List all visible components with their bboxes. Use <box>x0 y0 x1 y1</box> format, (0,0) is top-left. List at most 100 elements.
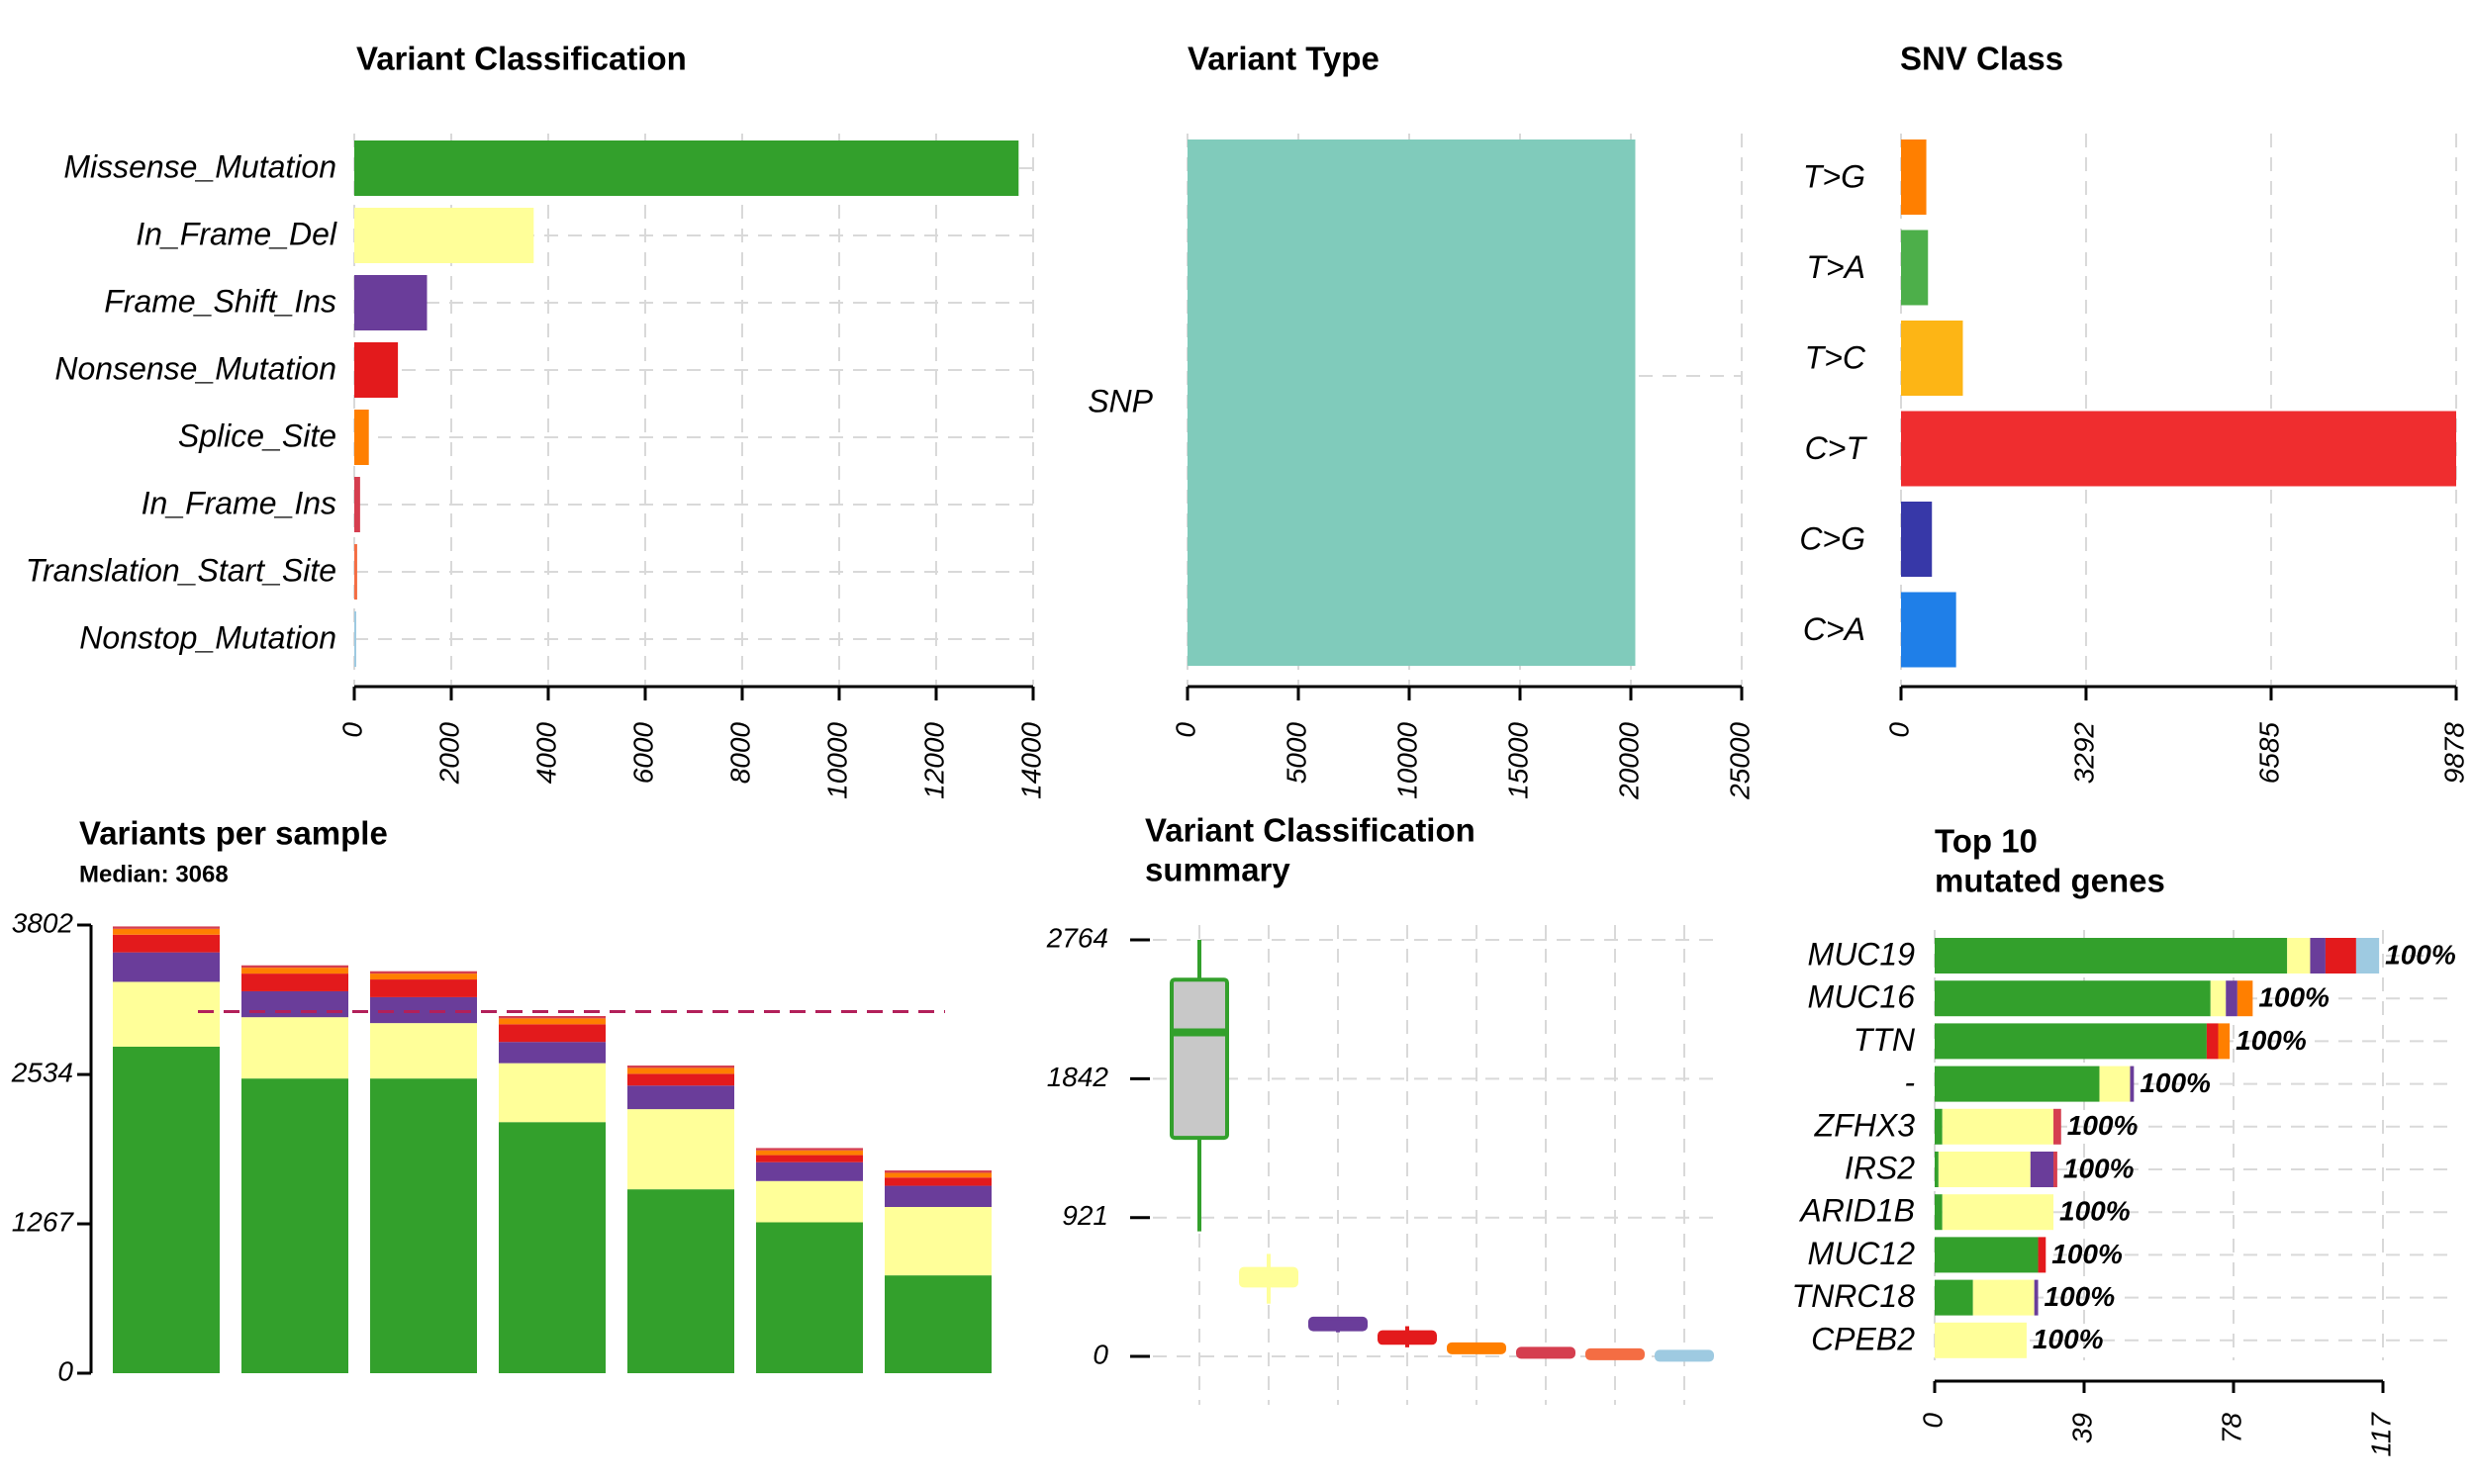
bar-frame-shift-ins <box>354 275 428 330</box>
variants-per-sample-chart: Variants per sample Median: 3068 0 1267 2534… <box>11 815 992 1386</box>
bar-segment-nonsense-mutation <box>2206 1023 2219 1060</box>
bar-segment-in-frame-del <box>885 1207 992 1276</box>
bar-segment-frame-shift-ins <box>2130 1066 2135 1102</box>
gene-label: MUC12 <box>1808 1236 1916 1271</box>
category-label: SNP <box>1088 383 1153 418</box>
x-tick-label: 8000 <box>724 722 755 785</box>
bar-segment-in-frame-del <box>499 1063 606 1123</box>
bar-segment-in-frame-del <box>1942 1108 2054 1145</box>
gene-label: MUC16 <box>1808 979 1916 1015</box>
category-label: Missense_Mutation <box>63 148 336 184</box>
bar-segment-in-frame-del <box>1938 1152 2031 1187</box>
bar-segment-in-frame-ins <box>885 1170 992 1173</box>
x-tick-label: 5000 <box>1281 722 1311 785</box>
variant-classification-chart: Variant Classification Missense_Mutation I… <box>26 41 1047 799</box>
bar-segment-frame-shift-ins <box>756 1161 863 1181</box>
bar-segment-in-frame-ins <box>113 926 220 929</box>
chart-title-line: Variant Classification <box>1145 812 1475 849</box>
x-tick-label: 6000 <box>627 722 658 785</box>
bar-segment-missense-mutation <box>113 1046 220 1373</box>
bar-snv-class <box>1901 411 2456 487</box>
gene-label: TNRC18 <box>1792 1278 1916 1314</box>
bar-segment-splice-site <box>370 974 477 980</box>
bar-segment-in-frame-del <box>241 1017 348 1079</box>
gene-label: MUC19 <box>1808 936 1916 972</box>
bar-segment-missense-mutation <box>885 1275 992 1373</box>
bar-snv-class <box>1901 230 1929 306</box>
bar-segment-missense-mutation <box>1935 938 2288 974</box>
bar-segment-frame-shift-ins <box>241 990 348 1018</box>
bar-segment-nonsense-mutation <box>499 1024 606 1043</box>
category-label: Translation_Start_Site <box>26 552 336 588</box>
x-tick-label: 39 <box>2066 1413 2097 1443</box>
bar-segment-in-frame-ins <box>756 1148 863 1151</box>
category-label: In_Frame_Del <box>136 216 337 251</box>
bar-segment-splice-site <box>2218 1023 2231 1060</box>
bar-segment-nonsense-mutation <box>756 1155 863 1162</box>
category-label: T>G <box>1803 158 1865 194</box>
bar-segment-in-frame-ins <box>627 1066 734 1068</box>
y-tick-label: 2534 <box>11 1057 73 1087</box>
chart-title: Variants per sample <box>79 815 388 852</box>
gene-label: ARID1B <box>1798 1193 1915 1229</box>
bar-segment-missense-mutation <box>1935 980 2211 1017</box>
bar-segment-frame-shift-ins <box>885 1185 992 1208</box>
chart-title-line: mutated genes <box>1935 863 2165 899</box>
bar-segment-missense-mutation <box>627 1189 734 1373</box>
chart-title-line: summary <box>1145 852 1290 888</box>
bar-segment-in-frame-ins <box>2053 1108 2061 1145</box>
bar-nonstop-mutation <box>354 611 356 667</box>
x-tick-label: 9878 <box>2438 722 2469 785</box>
chart-title: Variant Type <box>1188 41 1380 77</box>
x-tick-label: 14000 <box>1015 722 1046 799</box>
y-tick-label: 1842 <box>1047 1062 1109 1092</box>
x-tick-label: 3292 <box>2068 722 2099 785</box>
bar-segment-frame-shift-ins <box>113 952 220 982</box>
bar-nonsense-mutation <box>354 342 399 398</box>
bar-segment-missense-mutation <box>370 1078 477 1373</box>
percent-label: 100% <box>2059 1196 2131 1227</box>
x-tick-label: 0 <box>336 722 367 738</box>
bar-segment-splice-site <box>241 968 348 974</box>
bar-snv-class <box>1901 139 1927 215</box>
bar-segment-in-frame-del <box>627 1109 734 1190</box>
percent-label: 100% <box>2067 1110 2139 1141</box>
bar-segment-in-frame-del <box>756 1180 863 1223</box>
bar-segment-nonsense-mutation <box>370 979 477 997</box>
bar-segment-missense-mutation <box>241 1078 348 1373</box>
bar-segment-in-frame-del <box>113 981 220 1047</box>
snv-class-chart: SNV Class T>G T>A T>C C>T C>G C>A 0 3292 6585 9878 <box>1799 41 2469 785</box>
x-tick-label: 10000 <box>821 722 852 799</box>
y-tick-label: 1267 <box>12 1206 75 1237</box>
gene-label: ZFHX3 <box>1814 1107 1916 1143</box>
percent-label: 100% <box>2385 939 2456 970</box>
bar-segment-in-frame-ins <box>370 971 477 974</box>
category-label: Frame_Shift_Ins <box>104 283 336 319</box>
percent-label: 100% <box>2063 1153 2135 1183</box>
chart-title: Variant Classification <box>356 41 687 77</box>
bar-snp <box>1188 139 1636 666</box>
category-label: C>A <box>1803 611 1865 647</box>
chart-title: SNV Class <box>1900 41 2063 77</box>
x-tick-label: 0 <box>1883 722 1914 738</box>
bar-translation-start-site <box>354 544 357 600</box>
percent-label: 100% <box>2045 1281 2116 1312</box>
x-tick-label: 12000 <box>918 722 949 799</box>
y-tick-label: 921 <box>1062 1200 1108 1231</box>
bar-segment-frame-shift-ins <box>499 1042 606 1064</box>
bar-segment-in-frame-del <box>2287 938 2311 974</box>
bar-segment-in-frame-ins <box>2053 1152 2057 1187</box>
bar-segment-in-frame-ins <box>499 1015 606 1019</box>
percent-label: 100% <box>2051 1239 2123 1269</box>
bar-missense-mutation <box>354 140 1019 196</box>
gene-label: IRS2 <box>1845 1150 1915 1185</box>
percent-label: 100% <box>2258 982 2330 1013</box>
category-label: Nonsense_Mutation <box>54 350 336 386</box>
bar-segment-missense-mutation <box>1935 1237 2039 1273</box>
bar-segment-nonsense-mutation <box>2038 1237 2046 1273</box>
bar-snv-class <box>1901 321 1963 396</box>
bar-segment-nonstop-mutation <box>2355 938 2380 974</box>
x-tick-label: 25000 <box>1724 722 1755 800</box>
bar-in-frame-ins <box>354 477 360 532</box>
